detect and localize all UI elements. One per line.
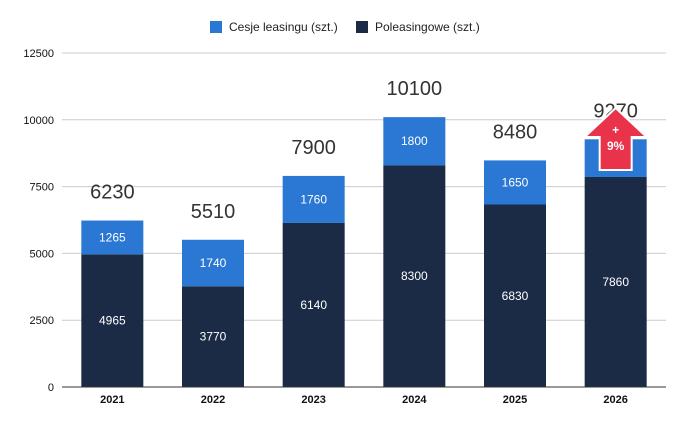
x-tick-label: 2021 [100, 394, 124, 406]
bar-cesje [484, 160, 546, 205]
segment-value-label: 6140 [300, 298, 327, 312]
y-tick-label: 10000 [23, 115, 54, 127]
segment-value-label: 7860 [602, 275, 629, 289]
bar-poleasingowe [584, 176, 647, 387]
segment-value-label: 3770 [200, 330, 227, 344]
y-tick-label: 7500 [30, 182, 54, 194]
segment-value-label: 4965 [99, 314, 126, 328]
total-label: 5510 [191, 201, 236, 223]
y-tick-label: 2500 [30, 315, 54, 327]
x-tick-label: 2023 [301, 394, 325, 406]
bar-poleasingowe [182, 286, 244, 387]
x-tick-label: 2025 [503, 394, 527, 406]
segment-value-label: 1265 [99, 230, 126, 244]
total-label: 10100 [387, 78, 443, 100]
total-label: 6230 [90, 182, 135, 204]
segment-value-label: 1760 [300, 192, 327, 206]
bar-cesje [282, 175, 345, 223]
segment-value-label: 1800 [401, 134, 428, 148]
bar-cesje [81, 220, 144, 255]
bar-poleasingowe [484, 204, 546, 387]
segment-value-label: 1740 [200, 256, 227, 270]
growth-annotation: +9% [582, 106, 650, 171]
up-arrow-icon [582, 106, 650, 171]
x-tick-label: 2026 [603, 394, 627, 406]
bar-poleasingowe [282, 222, 345, 387]
legend-swatch [210, 21, 222, 33]
gridlines [62, 52, 666, 321]
y-axis: 0 2500 5000 7500 10000 12500 [23, 48, 54, 394]
y-tick-label: 12500 [23, 48, 54, 60]
total-label: 8480 [493, 121, 538, 143]
bar-cesje [383, 117, 446, 166]
bars: 4965 1265 6230 3770 1740 5510 6140 1760 7900 8300… [81, 78, 647, 387]
y-tick-label: 0 [48, 382, 54, 394]
segment-value-label: 8300 [401, 269, 428, 283]
annotation-text: 9% [607, 139, 625, 153]
x-tick-label: 2024 [402, 394, 427, 406]
legend-label: Cesje leasingu (szt.) [229, 20, 338, 34]
total-label: 7900 [291, 137, 336, 159]
x-tick-label: 2022 [201, 394, 225, 406]
annotation-text: + [612, 123, 619, 137]
segment-value-label: 1650 [502, 175, 529, 189]
legend-label: Poleasingowe (szt.) [375, 20, 480, 34]
legend: Cesje leasingu (szt.) Poleasingowe (szt.) [210, 20, 480, 34]
x-axis: 2021 2022 2023 2024 2025 2026 [62, 386, 666, 406]
segment-value-label: 6830 [502, 289, 529, 303]
legend-swatch [356, 21, 368, 33]
bar-poleasingowe [383, 165, 446, 387]
bar-poleasingowe [81, 254, 144, 387]
bar-cesje [182, 239, 244, 287]
y-tick-label: 5000 [30, 248, 54, 260]
